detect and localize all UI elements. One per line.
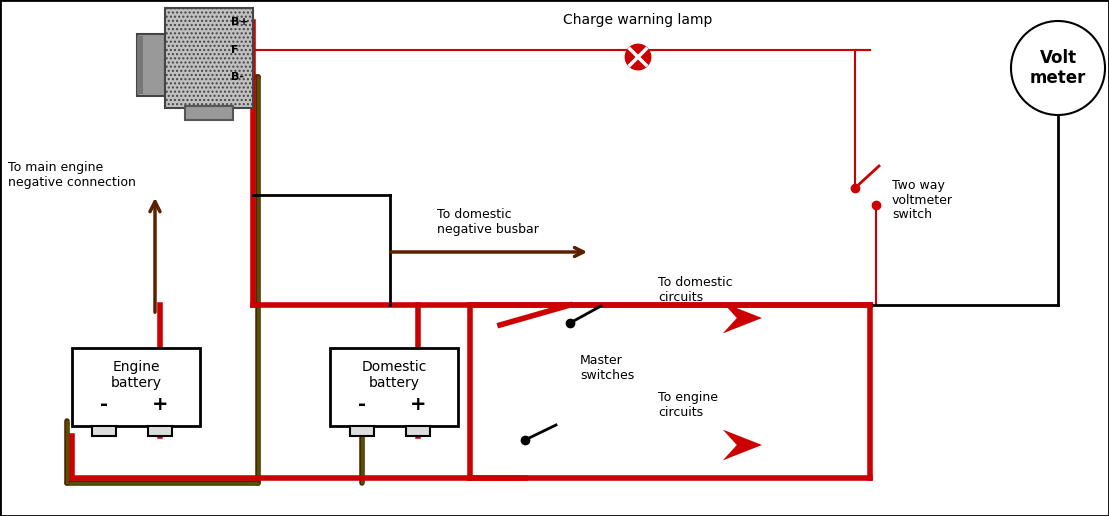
Circle shape — [625, 45, 650, 69]
Circle shape — [1011, 21, 1105, 115]
Text: To domestic
circuits: To domestic circuits — [658, 276, 733, 304]
Text: B-: B- — [231, 72, 244, 82]
Text: To domestic
negative busbar: To domestic negative busbar — [437, 208, 539, 236]
Bar — [147, 426, 172, 436]
Text: Volt
meter: Volt meter — [1030, 49, 1086, 87]
Text: -: - — [358, 395, 366, 413]
Text: B+: B+ — [231, 17, 248, 27]
Text: To engine
circuits: To engine circuits — [658, 391, 718, 419]
Bar — [165, 8, 253, 108]
Bar — [185, 106, 233, 120]
Bar — [72, 348, 200, 426]
Text: Two way
voltmeter
switch: Two way voltmeter switch — [892, 179, 953, 221]
Text: Domestic
battery: Domestic battery — [362, 360, 427, 390]
Bar — [138, 34, 165, 96]
Bar — [138, 36, 143, 94]
Bar — [92, 426, 116, 436]
Text: +: + — [409, 395, 426, 413]
Bar — [330, 348, 458, 426]
Text: Master
switches: Master switches — [580, 354, 634, 382]
Text: F: F — [231, 45, 238, 55]
Polygon shape — [723, 302, 762, 333]
Bar — [350, 426, 374, 436]
Bar — [406, 426, 430, 436]
Text: +: + — [152, 395, 169, 413]
Polygon shape — [723, 430, 762, 460]
Text: Engine
battery: Engine battery — [111, 360, 162, 390]
Text: -: - — [100, 395, 108, 413]
Text: Charge warning lamp: Charge warning lamp — [563, 13, 713, 27]
Text: To main engine
negative connection: To main engine negative connection — [8, 161, 136, 189]
